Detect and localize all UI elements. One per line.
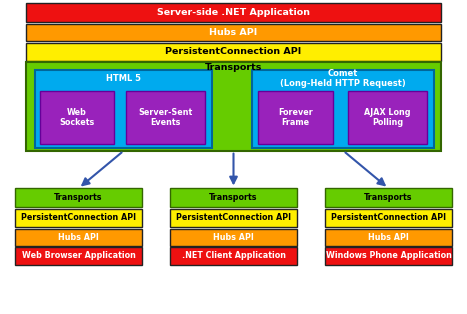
Text: Hubs API: Hubs API: [368, 233, 409, 241]
Text: Web
Sockets: Web Sockets: [59, 108, 95, 127]
FancyBboxPatch shape: [40, 91, 114, 144]
FancyBboxPatch shape: [170, 209, 297, 227]
Text: Hubs API: Hubs API: [58, 233, 99, 241]
Text: Comet
(Long-Held HTTP Request): Comet (Long-Held HTTP Request): [280, 69, 406, 88]
Text: PersistentConnection API: PersistentConnection API: [21, 214, 136, 222]
FancyBboxPatch shape: [26, 62, 441, 151]
FancyBboxPatch shape: [126, 91, 205, 144]
Text: PersistentConnection API: PersistentConnection API: [165, 47, 302, 56]
Text: Transports: Transports: [205, 63, 262, 72]
FancyBboxPatch shape: [170, 188, 297, 207]
FancyBboxPatch shape: [15, 209, 142, 227]
Text: Server-side .NET Application: Server-side .NET Application: [157, 8, 310, 17]
FancyBboxPatch shape: [348, 91, 427, 144]
FancyBboxPatch shape: [26, 3, 441, 22]
Text: AJAX Long
Polling: AJAX Long Polling: [364, 108, 411, 127]
FancyBboxPatch shape: [170, 247, 297, 265]
FancyBboxPatch shape: [26, 43, 441, 61]
FancyBboxPatch shape: [325, 209, 452, 227]
Text: Hubs API: Hubs API: [213, 233, 254, 241]
Text: Web Browser Application: Web Browser Application: [21, 252, 135, 260]
Text: Transports: Transports: [364, 193, 413, 202]
FancyBboxPatch shape: [15, 188, 142, 207]
FancyBboxPatch shape: [35, 70, 212, 148]
Text: Forever
Frame: Forever Frame: [278, 108, 312, 127]
Text: Transports: Transports: [209, 193, 258, 202]
Text: Windows Phone Application: Windows Phone Application: [325, 252, 452, 260]
Text: HTML 5: HTML 5: [106, 74, 141, 83]
Text: Transports: Transports: [54, 193, 103, 202]
FancyBboxPatch shape: [258, 91, 333, 144]
Text: PersistentConnection API: PersistentConnection API: [176, 214, 291, 222]
Text: .NET Client Application: .NET Client Application: [182, 252, 285, 260]
FancyBboxPatch shape: [26, 24, 441, 41]
FancyBboxPatch shape: [15, 229, 142, 246]
FancyBboxPatch shape: [170, 229, 297, 246]
Text: Hubs API: Hubs API: [209, 28, 258, 37]
FancyBboxPatch shape: [325, 229, 452, 246]
FancyBboxPatch shape: [325, 188, 452, 207]
Text: PersistentConnection API: PersistentConnection API: [331, 214, 446, 222]
FancyBboxPatch shape: [15, 247, 142, 265]
Text: Server-Sent
Events: Server-Sent Events: [139, 108, 193, 127]
FancyBboxPatch shape: [325, 247, 452, 265]
FancyBboxPatch shape: [252, 70, 434, 148]
